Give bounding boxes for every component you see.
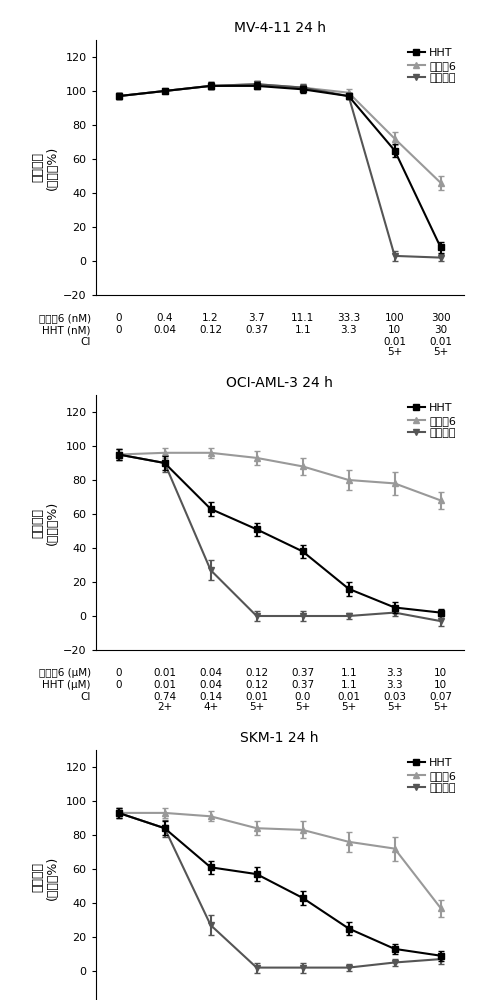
Text: 2+: 2+ (157, 702, 172, 712)
Text: 0.01: 0.01 (153, 680, 176, 690)
Text: 3.3: 3.3 (340, 325, 357, 335)
Text: 10: 10 (388, 325, 401, 335)
Text: 0.12: 0.12 (199, 325, 222, 335)
Text: 0: 0 (115, 668, 122, 678)
Text: CI: CI (80, 692, 91, 702)
Text: 1.1: 1.1 (340, 680, 357, 690)
Text: 3.7: 3.7 (248, 313, 265, 323)
Text: 0: 0 (115, 680, 122, 690)
Text: 1.1: 1.1 (340, 668, 357, 678)
Y-axis label: 细胞活力
(对照的%): 细胞活力 (对照的%) (31, 500, 59, 545)
Title: SKM-1 24 h: SKM-1 24 h (240, 731, 319, 745)
Text: 0.37: 0.37 (291, 668, 314, 678)
Text: 0.37: 0.37 (291, 680, 314, 690)
Text: 0.01: 0.01 (383, 337, 406, 347)
Text: 4+: 4+ (203, 702, 218, 712)
Text: 0.07: 0.07 (429, 692, 452, 702)
Text: 3.3: 3.3 (386, 668, 403, 678)
Text: 0: 0 (115, 325, 122, 335)
Text: 0.04: 0.04 (153, 325, 176, 335)
Text: 0.01: 0.01 (429, 337, 452, 347)
Y-axis label: 细胞活力
(对照的%): 细胞活力 (对照的%) (31, 855, 59, 900)
Text: 0.01: 0.01 (153, 668, 176, 678)
Text: 0.14: 0.14 (199, 692, 222, 702)
Text: 5+: 5+ (433, 702, 448, 712)
Y-axis label: 细胞活力
(对照的%): 细胞活力 (对照的%) (31, 145, 59, 190)
Text: 5+: 5+ (387, 702, 402, 712)
Legend: HHT, 化合瀉6, 联合用药: HHT, 化合瀉6, 联合用药 (406, 46, 458, 86)
Text: 33.3: 33.3 (337, 313, 360, 323)
Text: 10: 10 (434, 680, 447, 690)
Text: 0.01: 0.01 (337, 692, 360, 702)
Text: 0.12: 0.12 (245, 680, 268, 690)
Text: 5+: 5+ (249, 702, 264, 712)
Text: 0.04: 0.04 (199, 668, 222, 678)
Text: 0.12: 0.12 (245, 668, 268, 678)
Text: 5+: 5+ (433, 347, 448, 357)
Text: 1.1: 1.1 (294, 325, 311, 335)
Legend: HHT, 化合瀉6, 联合用药: HHT, 化合瀉6, 联合用药 (406, 756, 458, 796)
Text: 化合瀉6 (nM): 化合瀉6 (nM) (39, 313, 91, 323)
Title: MV-4-11 24 h: MV-4-11 24 h (234, 21, 326, 35)
Text: 5+: 5+ (341, 702, 356, 712)
Text: CI: CI (80, 337, 91, 347)
Text: 10: 10 (434, 668, 447, 678)
Text: 0.01: 0.01 (245, 692, 268, 702)
Text: 300: 300 (431, 313, 450, 323)
Text: 100: 100 (385, 313, 404, 323)
Text: 0.0: 0.0 (294, 692, 311, 702)
Text: 0.4: 0.4 (156, 313, 173, 323)
Text: 3.3: 3.3 (386, 680, 403, 690)
Text: 0.04: 0.04 (199, 680, 222, 690)
Legend: HHT, 化合瀉6, 联合用药: HHT, 化合瀉6, 联合用药 (406, 401, 458, 441)
Title: OCI-AML-3 24 h: OCI-AML-3 24 h (226, 376, 333, 390)
Text: 0: 0 (115, 313, 122, 323)
Text: HHT (μM): HHT (μM) (43, 680, 91, 690)
Text: 0.37: 0.37 (245, 325, 268, 335)
Text: 化合瀉6 (μM): 化合瀉6 (μM) (39, 668, 91, 678)
Text: HHT (nM): HHT (nM) (43, 325, 91, 335)
Text: 30: 30 (434, 325, 447, 335)
Text: 11.1: 11.1 (291, 313, 314, 323)
Text: 1.2: 1.2 (202, 313, 219, 323)
Text: 0.03: 0.03 (383, 692, 406, 702)
Text: 5+: 5+ (295, 702, 310, 712)
Text: 5+: 5+ (387, 347, 402, 357)
Text: 0.74: 0.74 (153, 692, 176, 702)
